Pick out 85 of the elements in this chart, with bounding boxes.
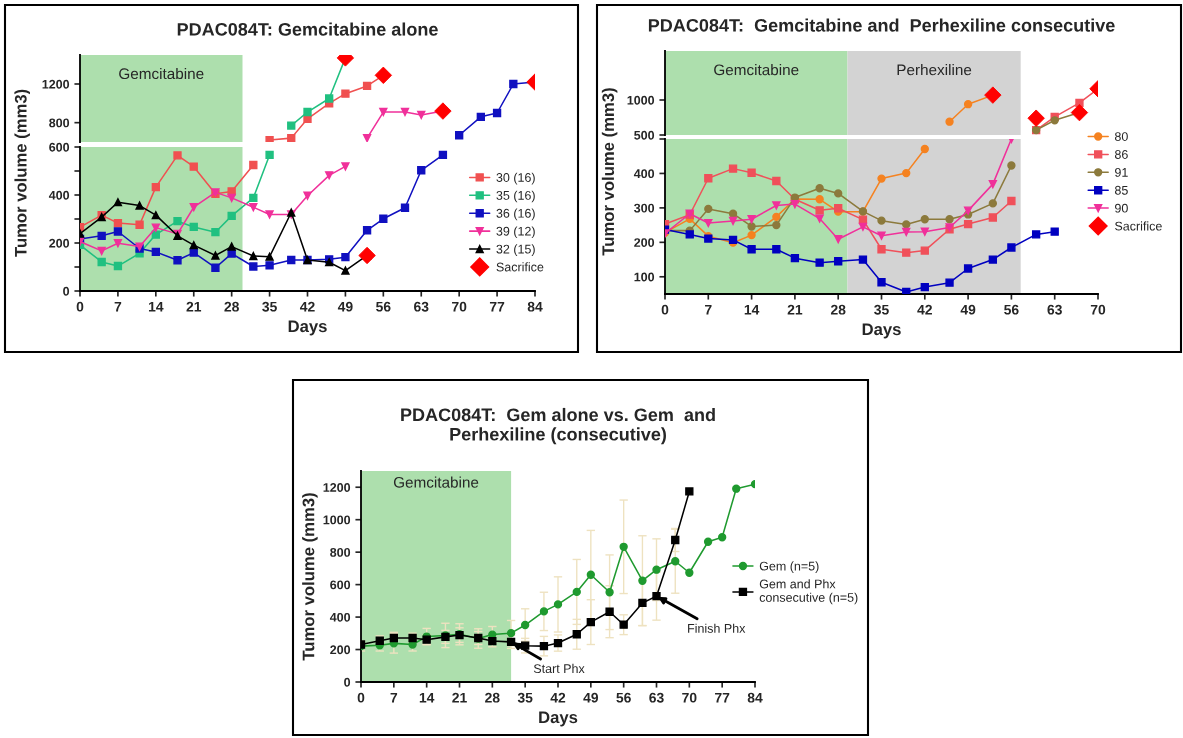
x-tick-label: 49: [337, 301, 353, 312]
x-tick-label: 0: [357, 692, 365, 703]
band-label: Gemcitabine: [119, 67, 204, 80]
y-tick-label: 200: [634, 238, 655, 247]
y-tick-label: 500: [634, 130, 655, 140]
x-axis-title: Days: [539, 711, 578, 727]
legend-label: 86: [1114, 150, 1128, 159]
x-tick-label: 70: [682, 692, 697, 703]
x-tick-label: 70: [452, 301, 467, 312]
y-tick-label: 400: [633, 169, 655, 179]
legend-label: Sacrifice: [496, 262, 544, 272]
x-tick-label: 42: [917, 304, 932, 315]
x-tick-label: 63: [649, 692, 664, 703]
legend-label: 30 (16): [496, 172, 535, 185]
x-axis-title: Days: [288, 320, 327, 336]
x-tick-label: 0: [661, 304, 669, 315]
x-tick-label: 63: [1047, 304, 1062, 315]
x-tick-label: 28: [485, 692, 500, 703]
x-tick-label: 28: [224, 301, 239, 312]
y-tick-label: 200: [49, 238, 70, 248]
y-tick-label: 0: [344, 677, 351, 687]
annotation: Start Phx: [533, 663, 585, 674]
y-tick-label: 1200: [323, 483, 351, 492]
x-tick-label: 35: [262, 301, 277, 312]
legend-label: 39 (12): [496, 226, 535, 239]
legend-label: 36 (16): [496, 208, 535, 221]
band-label: Gemcitabine: [714, 64, 799, 76]
x-tick-label: 63: [414, 301, 429, 312]
x-tick-label: 49: [960, 304, 976, 315]
x-tick-label: 14: [148, 301, 164, 312]
y-tick-label: 600: [330, 580, 351, 590]
band-label: Gemcitabine: [393, 476, 479, 488]
legend-label: 90: [1115, 203, 1128, 213]
y-tick-label: 200: [330, 645, 351, 655]
x-tick-label: 7: [390, 692, 398, 703]
x-tick-label: 42: [550, 692, 566, 703]
x-tick-label: 84: [747, 692, 763, 703]
x-tick-label: 42: [299, 301, 315, 312]
x-tick-label: 28: [830, 304, 846, 315]
x-tick-label: 70: [1090, 304, 1106, 315]
y-tick-label: 1000: [627, 95, 655, 105]
band-label: Perhexiline: [897, 64, 972, 76]
x-axis-title: Days: [862, 323, 901, 339]
x-tick-label: 0: [76, 301, 84, 312]
x-tick-label: 56: [1004, 304, 1019, 315]
chart-title: PDAC084T: Gem alone vs. Gem and Perhexiline (consecutive): [401, 407, 715, 445]
legend-label: Gem (n=5): [759, 561, 819, 573]
y-tick-label: 400: [48, 190, 70, 200]
annotation: Finish Phx: [688, 623, 746, 633]
y-tick-label: 400: [329, 612, 351, 622]
legend-label: Sacrifice: [1115, 221, 1162, 231]
y-tick-label: 1000: [323, 515, 351, 525]
x-tick-label: 14: [419, 692, 435, 703]
legend-label: 91: [1115, 167, 1128, 177]
y-tick-label: 0: [63, 286, 70, 296]
x-tick-label: 14: [744, 304, 760, 315]
legend-label: 85: [1114, 185, 1128, 195]
x-tick-label: 7: [705, 304, 712, 315]
x-tick-label: 84: [527, 301, 543, 312]
y-tick-label: 100: [634, 272, 655, 282]
y-axis-title: Tumor volume (mm3): [14, 89, 30, 257]
x-tick-label: 77: [489, 301, 505, 312]
y-tick-label: 800: [49, 118, 70, 128]
x-tick-label: 35: [874, 304, 889, 315]
x-tick-label: 21: [186, 301, 202, 312]
y-tick-label: 1200: [42, 79, 70, 89]
x-tick-label: 35: [517, 692, 533, 703]
legend-label: Gem and Phx consecutive (n=5): [759, 579, 858, 605]
chart-title: PDAC084T: Gemcitabine alone: [177, 22, 438, 36]
y-tick-label: 600: [49, 142, 70, 152]
y-tick-label: 300: [634, 203, 655, 213]
x-tick-label: 49: [583, 692, 599, 703]
legend-label: 32 (15): [496, 244, 535, 256]
y-axis-title: Tumor volume (mm3): [601, 88, 618, 256]
legend-label: 35 (16): [496, 190, 535, 203]
x-tick-label: 21: [452, 692, 467, 703]
x-tick-label: 56: [616, 692, 631, 703]
x-tick-label: 21: [787, 304, 803, 315]
chart-title: PDAC084T: Gemcitabine and Perhexiline consecutive: [648, 18, 1115, 32]
legend-label: 80: [1114, 132, 1128, 141]
x-tick-label: 56: [376, 301, 391, 312]
y-tick-label: 800: [330, 547, 351, 557]
x-tick-label: 7: [114, 301, 122, 312]
x-tick-label: 77: [715, 692, 730, 703]
y-axis-title: Tumor volume (mm3): [302, 493, 318, 661]
